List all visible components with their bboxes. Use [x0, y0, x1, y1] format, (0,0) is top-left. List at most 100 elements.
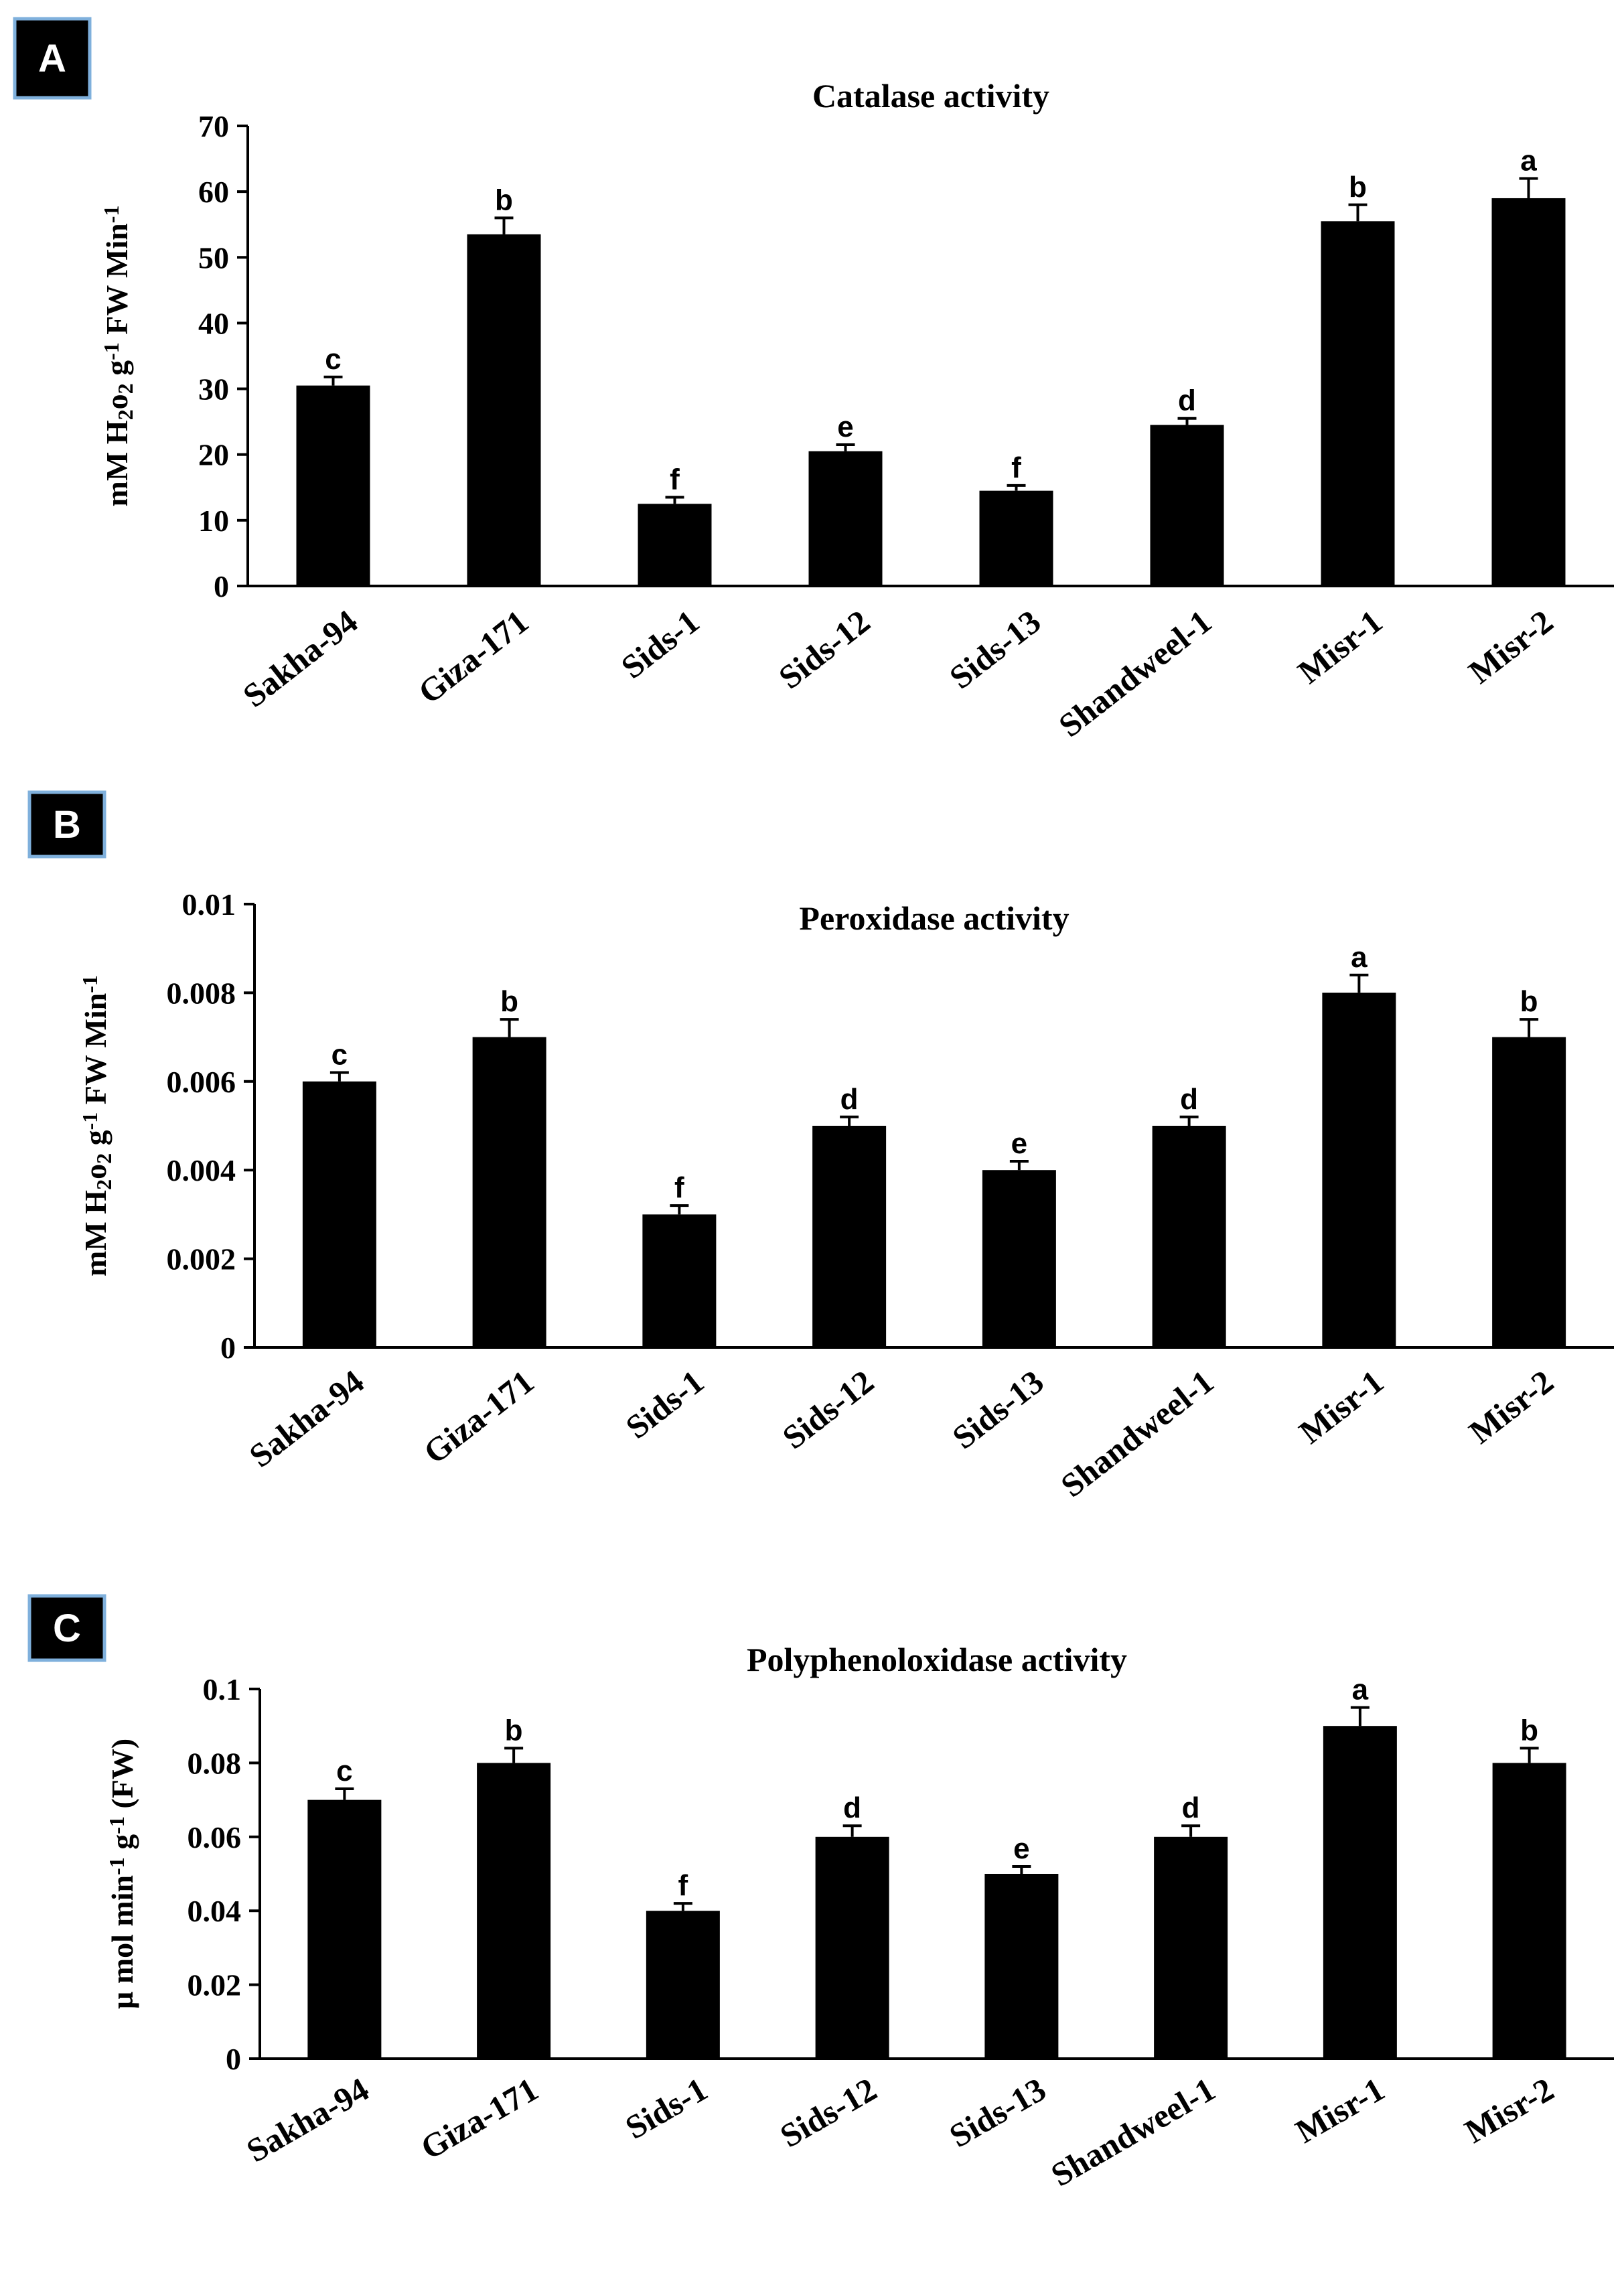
bar — [467, 234, 541, 587]
y-tick-label: 0 — [214, 569, 229, 603]
category-label: Sakha-94 — [236, 603, 364, 715]
category-label: Sids-12 — [776, 1363, 881, 1457]
category-label: Sids-13 — [946, 1363, 1051, 1457]
significance-letter: d — [1178, 384, 1196, 417]
bar — [1322, 993, 1396, 1347]
bar — [302, 1081, 376, 1347]
chart-title: Catalase activity — [812, 77, 1049, 115]
bar — [646, 1911, 720, 2059]
bar — [1154, 1836, 1228, 2059]
significance-letter: e — [1011, 1127, 1027, 1160]
bar — [642, 1214, 717, 1347]
bar — [1152, 1126, 1226, 1347]
significance-letter: b — [1520, 1714, 1538, 1747]
significance-letter: f — [1011, 451, 1021, 484]
bar — [1150, 425, 1224, 586]
panel-polyphenoloxidase: C Polyphenoloxidase activity 0 0.02 0.04 0.06… — [27, 1594, 1614, 2194]
panel-letter: A — [38, 37, 66, 80]
category-label: Misr-1 — [1290, 603, 1389, 691]
bar — [984, 1874, 1059, 2059]
category-label: Sakha-94 — [242, 1363, 371, 1475]
y-tick-label: 70 — [198, 109, 229, 143]
y-tick-label: 0 — [220, 1331, 236, 1365]
significance-letter: c — [336, 1755, 352, 1787]
y-tick-label: 0.06 — [188, 1820, 242, 1854]
bar — [982, 1170, 1056, 1347]
panel-label-box — [27, 1594, 106, 1662]
category-label: Misr-2 — [1461, 603, 1560, 691]
panel-label-box — [13, 17, 92, 100]
category-label: Shandweel-1 — [1053, 1363, 1220, 1505]
bar — [979, 490, 1053, 586]
y-tick-label: 60 — [198, 175, 229, 209]
bar — [307, 1799, 382, 2059]
significance-letter: d — [843, 1791, 861, 1824]
category-label: Sids-1 — [614, 603, 706, 686]
bar — [815, 1836, 889, 2059]
y-tick-label: 50 — [198, 240, 229, 275]
category-label: Misr-1 — [1292, 1363, 1390, 1451]
panel-peroxidase: B Peroxidase activity 0 0.002 0.004 0.006 0.00… — [27, 790, 1614, 1505]
y-tick-label: 0.1 — [203, 1672, 242, 1706]
significance-letter: d — [840, 1083, 859, 1116]
bar — [1321, 221, 1395, 586]
category-label: Giza-171 — [411, 603, 535, 711]
y-axis-label: mM H2o2 g-1 FW Min-1 — [99, 206, 137, 507]
bar — [1323, 1726, 1397, 2059]
significance-letter: e — [837, 411, 853, 443]
panel-letter: C — [53, 1607, 81, 1650]
category-label: Misr-2 — [1459, 2070, 1560, 2150]
chart-title: Peroxidase activity — [799, 899, 1069, 937]
y-tick-label: 0.08 — [188, 1746, 242, 1780]
significance-letter: a — [1352, 1674, 1369, 1706]
bar — [1492, 1763, 1566, 2059]
significance-letter: c — [325, 343, 341, 376]
category-label: Shandweel-1 — [1051, 603, 1218, 745]
category-label: Sakha-94 — [240, 2070, 375, 2170]
category-label: Sids-13 — [942, 603, 1047, 696]
category-label: Sids-13 — [943, 2070, 1052, 2154]
bar — [296, 385, 370, 586]
bar — [638, 504, 712, 586]
bar — [812, 1126, 887, 1347]
significance-letter: b — [500, 985, 518, 1018]
significance-letter: b — [1349, 171, 1367, 204]
category-label: Misr-2 — [1462, 1363, 1560, 1451]
significance-letter: d — [1180, 1083, 1198, 1116]
significance-letter: a — [1520, 145, 1537, 177]
bar — [477, 1763, 551, 2059]
chart-title: Polyphenoloxidase activity — [747, 1641, 1127, 1678]
y-tick-label: 20 — [198, 438, 229, 472]
y-tick-label: 0.008 — [167, 976, 236, 1010]
y-tick-label: 40 — [198, 306, 229, 340]
panel-label-box — [27, 790, 106, 859]
significance-letter: b — [495, 183, 513, 216]
significance-letter: f — [678, 1869, 688, 1902]
significance-letter: f — [670, 463, 680, 496]
significance-letter: d — [1182, 1791, 1200, 1824]
y-tick-label: 30 — [198, 372, 229, 407]
category-label: Sids-12 — [771, 603, 877, 696]
y-axis-label: µ mol min-1 g-1 (FW) — [104, 1739, 139, 2009]
category-label: Sids-1 — [619, 1363, 711, 1447]
bar — [1491, 198, 1566, 586]
significance-letter: e — [1013, 1832, 1029, 1865]
significance-letter: c — [331, 1039, 348, 1072]
y-axis-label: mM H2o2 g-1 FW Min-1 — [78, 975, 116, 1276]
y-tick-label: 0.004 — [167, 1153, 236, 1187]
category-label: Shandweel-1 — [1045, 2070, 1222, 2194]
category-label: Misr-1 — [1289, 2070, 1390, 2150]
significance-letter: b — [505, 1714, 523, 1747]
category-label: Sids-1 — [619, 2070, 713, 2146]
y-tick-label: 0.002 — [167, 1242, 236, 1276]
significance-letter: a — [1351, 941, 1368, 974]
y-tick-label: 0.02 — [188, 1968, 242, 2002]
category-label: Sids-12 — [773, 2070, 883, 2154]
y-tick-label: 0.006 — [167, 1065, 236, 1099]
y-tick-label: 0.04 — [188, 1894, 242, 1928]
category-label: Giza-171 — [417, 1363, 540, 1471]
y-tick-label: 0 — [226, 2042, 241, 2076]
category-label: Giza-171 — [415, 2070, 544, 2166]
significance-letter: b — [1520, 985, 1538, 1018]
